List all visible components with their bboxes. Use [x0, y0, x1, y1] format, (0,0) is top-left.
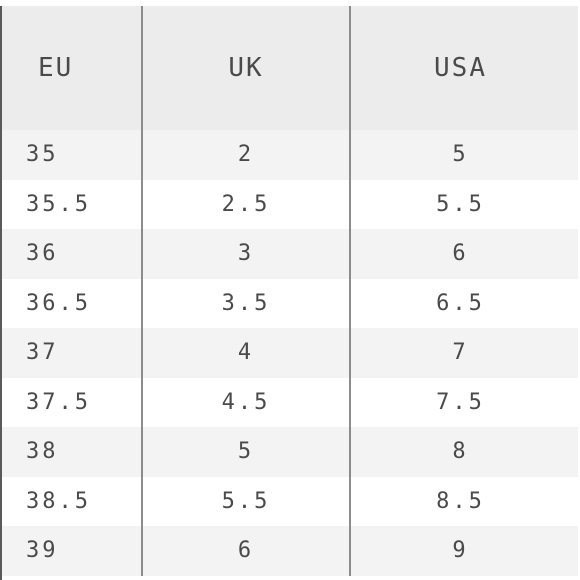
cell-eu: 36 — [2, 229, 143, 279]
cell-usa: 6 — [350, 229, 578, 279]
cell-uk: 4.5 — [142, 377, 351, 427]
cell-uk: 3.5 — [142, 278, 351, 328]
cell-uk: 2.5 — [142, 179, 351, 229]
cell-uk: 6 — [142, 526, 351, 576]
table-row: 36.5 3.5 6.5 — [2, 278, 578, 328]
table-row: 36 3 6 — [2, 229, 578, 279]
cell-usa: 7 — [350, 328, 578, 378]
cell-eu: 39 — [2, 526, 143, 576]
cell-eu: 37.5 — [2, 377, 143, 427]
left-edge-divider — [0, 6, 2, 580]
cell-usa: 5.5 — [350, 179, 578, 229]
table-row: 35 2 5 — [2, 130, 578, 180]
table-row: 37 4 7 — [2, 328, 578, 378]
cell-usa: 8 — [350, 427, 578, 477]
table-row: 38 5 8 — [2, 427, 578, 477]
cell-eu: 38 — [2, 427, 143, 477]
cell-uk: 5 — [142, 427, 351, 477]
table-row: 38.5 5.5 8.5 — [2, 476, 578, 526]
header-eu: EU — [2, 6, 143, 130]
header-row: EU UK USA — [2, 6, 578, 130]
cell-usa: 7.5 — [350, 377, 578, 427]
cell-eu: 36.5 — [2, 278, 143, 328]
cell-uk: 5.5 — [142, 476, 351, 526]
header-uk: UK — [142, 6, 351, 130]
cell-uk: 2 — [142, 130, 351, 180]
cell-usa: 8.5 — [350, 476, 578, 526]
cell-uk: 4 — [142, 328, 351, 378]
cell-eu: 38.5 — [2, 476, 143, 526]
cell-eu: 37 — [2, 328, 143, 378]
cell-eu: 35.5 — [2, 179, 143, 229]
table-row: 37.5 4.5 7.5 — [2, 377, 578, 427]
cell-usa: 5 — [350, 130, 578, 180]
table-row: 35.5 2.5 5.5 — [2, 179, 578, 229]
table-row: 39 6 9 — [2, 526, 578, 576]
cell-uk: 3 — [142, 229, 351, 279]
size-conversion-table: EU UK USA 35 2 5 35.5 2.5 5.5 36 3 6 3 — [2, 6, 578, 576]
cell-usa: 6.5 — [350, 278, 578, 328]
header-usa: USA — [350, 6, 578, 130]
cell-eu: 35 — [2, 130, 143, 180]
cell-usa: 9 — [350, 526, 578, 576]
